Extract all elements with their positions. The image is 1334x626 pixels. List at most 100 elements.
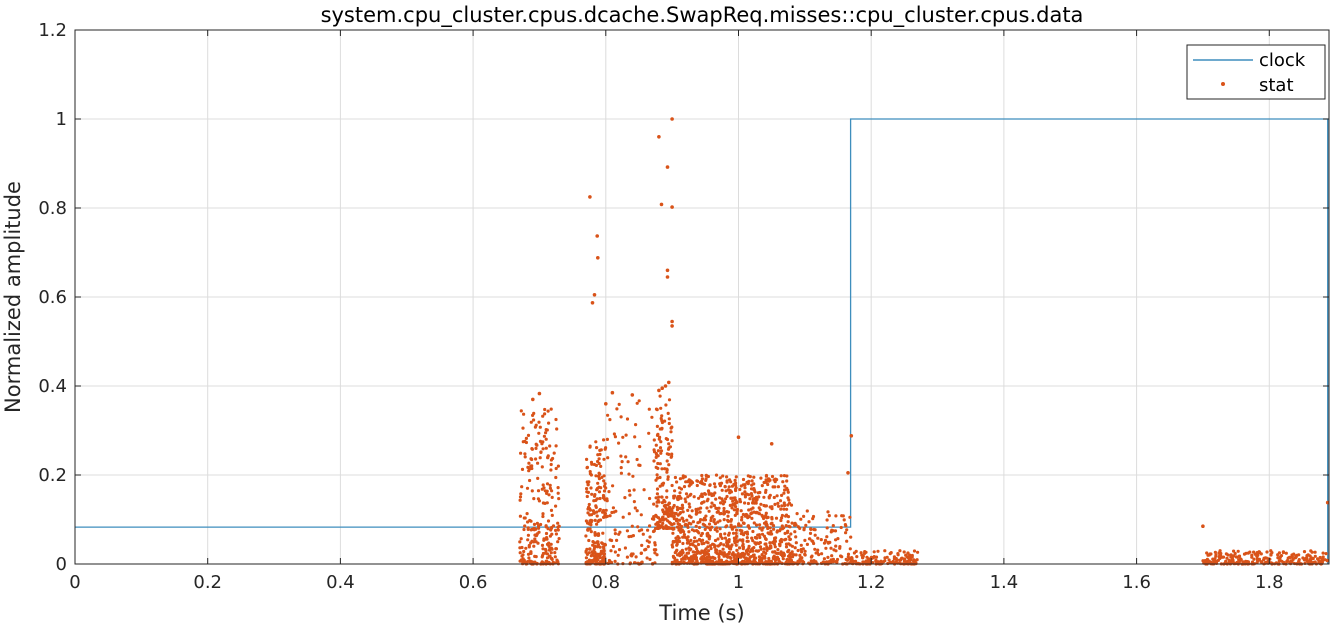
y-tick-label: 1 <box>56 109 67 130</box>
stat-point <box>709 546 713 551</box>
stat-point <box>646 528 650 532</box>
stat-point <box>752 521 756 525</box>
stat-point <box>598 545 602 549</box>
stat-point <box>625 529 630 533</box>
stat-point <box>637 399 641 403</box>
stat-point <box>764 551 768 556</box>
stat-point <box>720 551 724 555</box>
stat-point <box>519 409 523 413</box>
stat-point <box>556 525 560 529</box>
stat-point <box>784 524 788 528</box>
stat-point <box>554 475 558 480</box>
stat-point <box>529 519 533 523</box>
stat-point <box>751 499 755 503</box>
stat-point <box>701 518 706 522</box>
stat-point <box>591 540 595 544</box>
stat-point <box>687 484 691 488</box>
stat-point <box>690 509 694 513</box>
stat-point <box>518 551 522 555</box>
stat-point <box>705 506 709 510</box>
stat-point <box>595 514 599 518</box>
stat-point <box>740 518 744 522</box>
stat-point <box>1209 560 1213 565</box>
stat-point <box>735 528 739 532</box>
stat-point <box>532 528 536 532</box>
stat-point <box>602 509 606 513</box>
stat-point <box>518 495 523 499</box>
stat-point <box>529 551 533 556</box>
stat-point <box>800 550 804 554</box>
stat-point <box>773 502 777 506</box>
stat-point <box>780 561 784 566</box>
stat-point <box>712 503 716 507</box>
stat-point <box>615 407 619 411</box>
stat-point <box>592 548 596 552</box>
stat-point <box>655 504 659 508</box>
stat-point <box>658 484 662 488</box>
stat-point <box>850 559 855 563</box>
stat-point <box>585 465 590 469</box>
stat-point <box>716 520 720 524</box>
stat-point <box>713 527 717 532</box>
x-tick-label: 0.4 <box>326 572 355 593</box>
stat-point <box>681 517 685 521</box>
stat-point <box>845 528 849 532</box>
stat-point <box>542 537 546 541</box>
stat-point <box>533 560 537 564</box>
stat-point <box>596 255 600 260</box>
stat-point <box>687 502 691 506</box>
stat-point <box>613 559 617 564</box>
stat-point <box>522 527 526 532</box>
stat-point <box>670 483 674 488</box>
stat-point <box>726 544 730 548</box>
stat-point <box>544 531 549 536</box>
stat-point <box>586 483 590 487</box>
stat-point <box>844 524 848 528</box>
stat-point <box>783 531 787 536</box>
stat-point <box>734 531 738 536</box>
stat-point <box>647 431 651 435</box>
stat-point <box>743 483 747 487</box>
stat-point <box>670 205 674 209</box>
stat-point <box>775 494 779 498</box>
stat-point <box>738 528 742 532</box>
stat-point <box>757 506 761 510</box>
stat-point <box>687 478 691 482</box>
stat-point <box>518 498 522 502</box>
stat-point <box>743 495 748 499</box>
stat-point <box>768 526 772 530</box>
stat-point <box>697 531 701 535</box>
series-clock <box>75 118 1329 564</box>
stat-point <box>780 524 784 528</box>
stat-point <box>550 495 554 499</box>
stat-point <box>705 499 709 503</box>
stat-point <box>1259 560 1264 564</box>
stat-point <box>530 464 534 468</box>
stat-point <box>738 546 742 550</box>
stat-point <box>732 555 736 560</box>
stat-point <box>626 460 630 464</box>
stat-point <box>666 475 670 479</box>
stat-point <box>695 559 699 563</box>
stat-point <box>871 561 875 565</box>
stat-point <box>545 542 550 547</box>
stat-point <box>825 526 829 530</box>
stat-point <box>813 547 817 551</box>
stat-point <box>548 486 553 490</box>
stat-point <box>831 529 835 533</box>
stat-point <box>794 553 798 557</box>
stat-point <box>587 551 591 555</box>
stat-point <box>648 557 652 562</box>
stat-point <box>732 508 736 512</box>
stat-point <box>756 533 760 537</box>
stat-point <box>604 402 608 406</box>
stat-point <box>723 532 727 536</box>
stat-point <box>670 452 674 456</box>
stat-point <box>786 529 790 533</box>
stat-point <box>782 474 787 478</box>
stat-point <box>554 504 558 508</box>
stat-point <box>656 516 661 520</box>
stat-point <box>604 508 608 512</box>
stat-point <box>704 550 708 554</box>
stat-point <box>725 480 729 484</box>
